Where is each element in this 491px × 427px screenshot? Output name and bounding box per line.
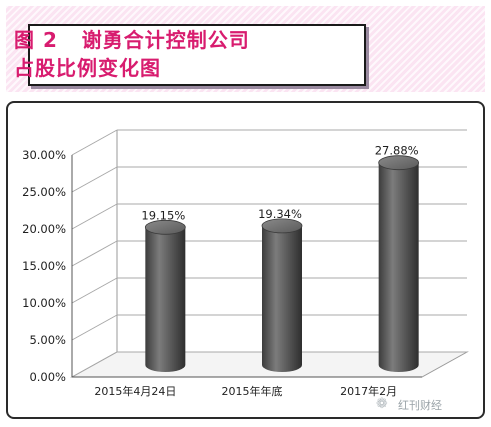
x-tick-label: 2017年2月 xyxy=(340,384,397,398)
y-tick-label: 25.00% xyxy=(22,185,66,199)
gridline-side xyxy=(71,351,118,378)
x-tick-label: 2015年4月24日 xyxy=(94,384,176,398)
watermark-text: 红刊财经 xyxy=(398,399,442,412)
data-label: 19.15% xyxy=(141,208,185,222)
gridline-side xyxy=(71,314,118,341)
bar-top xyxy=(144,219,186,235)
bar-top xyxy=(261,218,303,234)
axes xyxy=(71,155,422,378)
data-label: 27.88% xyxy=(375,144,419,158)
bar-body xyxy=(145,227,186,373)
x-tick-label: 2015年年底 xyxy=(222,384,283,398)
bar-body xyxy=(262,225,302,372)
bar-1 xyxy=(144,219,186,373)
title-box xyxy=(28,24,366,86)
gridline-side xyxy=(71,166,118,193)
gridline-side xyxy=(71,129,118,156)
gridline-side xyxy=(71,240,118,267)
wechat-icon: ❁ xyxy=(376,396,388,412)
bar-3 xyxy=(378,155,420,373)
y-tick-label: 10.00% xyxy=(22,296,66,310)
title-banner xyxy=(6,6,485,92)
y-tick-label: 15.00% xyxy=(22,259,66,273)
bar-body xyxy=(378,162,419,373)
labels: 0.00% 5.00% 10.00% 15.00% 20.00% 25.00% 30.00%… xyxy=(22,144,419,398)
bars xyxy=(144,155,420,373)
y-tick-label: 30.00% xyxy=(22,148,66,162)
bar-2 xyxy=(261,218,303,372)
y-tick-label: 5.00% xyxy=(29,333,66,347)
chart-title: 图 2 谢勇合计控制公司 占股比例变化图 xyxy=(14,28,250,80)
gridline-side xyxy=(71,203,118,230)
bar-top xyxy=(378,155,420,171)
y-tick-label: 20.00% xyxy=(22,222,66,236)
data-label: 19.34% xyxy=(258,207,302,221)
y-tick-label: 0.00% xyxy=(29,370,66,384)
gridline-side xyxy=(71,277,118,304)
